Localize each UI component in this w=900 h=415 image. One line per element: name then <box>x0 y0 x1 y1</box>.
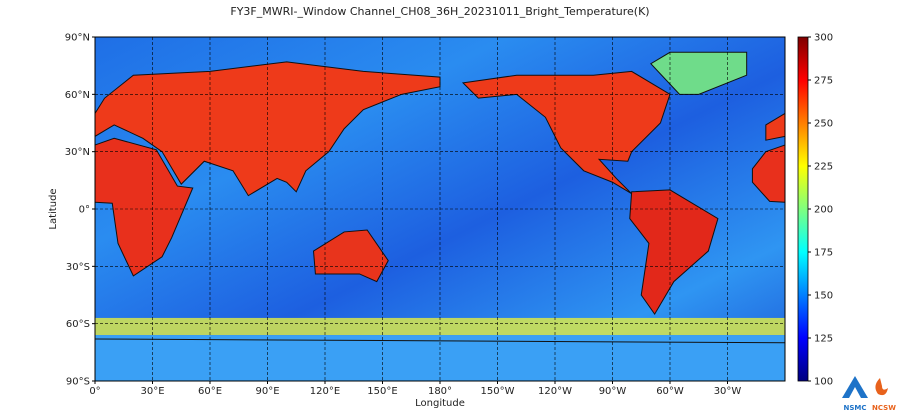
x-tick-label: 90°W <box>599 386 627 397</box>
y-tick-label: 30°S <box>66 262 90 273</box>
australia <box>312 229 389 283</box>
colorbar-tick-label: 225 <box>814 162 833 173</box>
colorbar-tick-label: 250 <box>814 119 833 130</box>
y-tick-label: 60°S <box>66 319 90 330</box>
x-tick-label: 90°E <box>255 386 279 397</box>
greenland <box>650 51 748 95</box>
x-tick-label: 120°E <box>310 386 340 397</box>
x-tick-label: 150°W <box>481 386 515 397</box>
africa <box>751 144 785 203</box>
colorbar <box>797 36 809 382</box>
x-tick-label: 150°E <box>367 386 397 397</box>
y-tick-label: 90°N <box>65 33 90 44</box>
logo-text: NSMC <box>843 404 866 412</box>
colorbar-tick-label: 150 <box>814 291 833 302</box>
colorbar-tick-label: 125 <box>814 334 833 345</box>
x-tick-label: 60°E <box>198 386 222 397</box>
south-america <box>629 189 719 316</box>
logo-ncsw: NCSW <box>872 378 896 412</box>
y-tick-label: 0° <box>79 205 90 216</box>
colorbar-tick-label: 200 <box>814 205 833 216</box>
colorbar-tick-label: 275 <box>814 76 833 87</box>
x-tick-label: 60°W <box>656 386 684 397</box>
logo-nsmc: NSMC <box>842 376 868 412</box>
map-title: FY3F_MWRI-_Window Channel_CH08_36H_20231… <box>230 5 649 18</box>
map-plot <box>95 37 785 381</box>
y-axis-label: Latitude <box>48 188 59 229</box>
colorbar-tick-label: 100 <box>814 377 833 388</box>
x-axis-label: Longitude <box>415 398 465 409</box>
logo-icon <box>875 378 888 396</box>
x-tick-label: 120°W <box>538 386 572 397</box>
logo-text: NCSW <box>872 404 896 412</box>
colorbar-tick-label: 300 <box>814 33 833 44</box>
logo-icon <box>849 387 861 398</box>
y-tick-label: 60°N <box>65 90 90 101</box>
y-tick-label: 30°N <box>65 147 90 158</box>
y-tick-label: 90°S <box>66 377 90 388</box>
x-tick-label: 30°W <box>714 386 742 397</box>
x-tick-label: 180° <box>428 386 452 397</box>
x-tick-label: 0° <box>89 386 100 397</box>
africa <box>95 137 194 277</box>
eurasia <box>765 112 785 141</box>
colorbar-tick-label: 175 <box>814 248 833 259</box>
north-america <box>461 70 671 195</box>
x-tick-label: 30°E <box>140 386 164 397</box>
